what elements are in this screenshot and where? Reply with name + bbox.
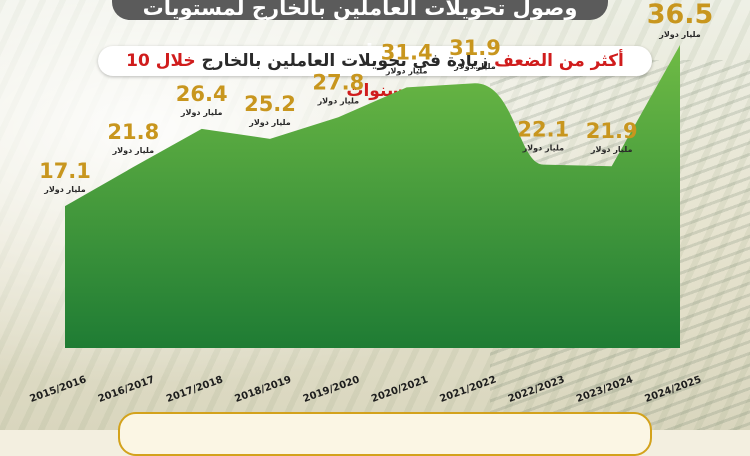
x-tick-label: 2020/2021 bbox=[370, 374, 430, 405]
x-tick-label: 2015/2016 bbox=[28, 374, 88, 405]
unit-label: مليار دولار bbox=[317, 96, 360, 105]
data-label: 17.1 bbox=[39, 159, 91, 183]
data-label: 25.2 bbox=[244, 92, 296, 116]
subtitle-text: زيادة في تحويلات العاملين بالخارج bbox=[201, 51, 489, 71]
unit-label: مليار دولار bbox=[180, 108, 223, 117]
data-label: 21.9 bbox=[586, 119, 638, 143]
data-label: 31.9 bbox=[449, 36, 501, 60]
unit-label: مليار دولار bbox=[385, 66, 428, 75]
data-label: 27.8 bbox=[312, 70, 364, 94]
x-tick-label: 2019/2020 bbox=[302, 374, 362, 405]
data-label: 26.4 bbox=[176, 82, 228, 106]
data-label: 31.4 bbox=[381, 40, 433, 64]
unit-label: مليار دولار bbox=[590, 145, 633, 154]
unit-label: مليار دولار bbox=[248, 118, 291, 127]
subtitle-highlight-1: أكثر من الضعف bbox=[494, 51, 624, 71]
unit-label: مليار دولار bbox=[43, 185, 86, 194]
data-label: 22.1 bbox=[517, 118, 569, 142]
data-label: 36.5 bbox=[647, 0, 714, 30]
x-tick-label: 2023/2024 bbox=[575, 374, 635, 405]
bottom-note-box bbox=[118, 412, 652, 456]
unit-label: مليار دولار bbox=[658, 30, 701, 39]
unit-label: مليار دولار bbox=[453, 62, 496, 71]
remittances-area bbox=[65, 45, 680, 349]
x-tick-label: 2016/2017 bbox=[97, 374, 157, 405]
unit-label: مليار دولار bbox=[522, 144, 565, 153]
x-tick-label: 2017/2018 bbox=[165, 374, 225, 405]
x-tick-label: 2018/2019 bbox=[233, 374, 293, 405]
x-tick-label: 2024/2025 bbox=[643, 374, 703, 405]
data-label: 21.8 bbox=[107, 120, 159, 144]
chart-subtitle: أكثر من الضعف زيادة في تحويلات العاملين … bbox=[98, 46, 652, 101]
x-tick-label: 2022/2023 bbox=[507, 374, 567, 405]
area-chart: 17.1 مليار دولار 21.8 مليار دولار 26.4 مليار … bbox=[28, 0, 714, 405]
x-tick-label: 2021/2022 bbox=[438, 374, 498, 405]
unit-label: مليار دولار bbox=[112, 146, 155, 155]
